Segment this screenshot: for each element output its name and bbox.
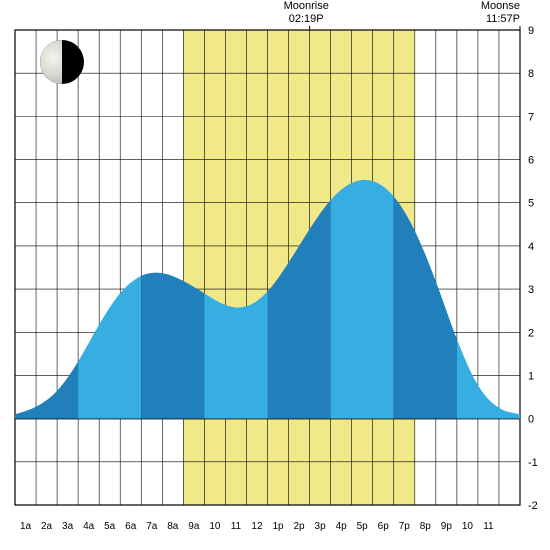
svg-text:8p: 8p: [420, 521, 432, 532]
svg-text:5p: 5p: [357, 521, 369, 532]
svg-text:4p: 4p: [336, 521, 348, 532]
moonset-title: Moonse: [478, 0, 520, 13]
svg-text:9p: 9p: [441, 521, 453, 532]
svg-text:1p: 1p: [272, 521, 284, 532]
svg-text:8: 8: [528, 68, 534, 80]
svg-text:7a: 7a: [146, 521, 158, 532]
moonset-label: Moonse 11:57P: [478, 0, 520, 26]
svg-text:6a: 6a: [125, 521, 137, 532]
svg-text:3p: 3p: [315, 521, 327, 532]
svg-text:2a: 2a: [41, 521, 53, 532]
moonrise-title: Moonrise: [284, 0, 329, 13]
svg-text:10: 10: [462, 521, 474, 532]
moonrise-label: Moonrise 02:19P: [284, 0, 329, 26]
svg-text:-2: -2: [528, 500, 538, 512]
svg-text:11: 11: [483, 521, 494, 532]
moon-phase-icon: [40, 40, 84, 84]
svg-text:2: 2: [528, 327, 534, 339]
moonrise-time: 02:19P: [284, 13, 329, 26]
svg-text:11: 11: [231, 521, 242, 532]
svg-text:9: 9: [528, 25, 534, 37]
svg-text:9a: 9a: [188, 521, 200, 532]
chart-svg: -2-101234567891a2a3a4a5a6a7a8a9a1011121p…: [0, 0, 550, 550]
svg-text:7: 7: [528, 111, 534, 123]
tide-chart: -2-101234567891a2a3a4a5a6a7a8a9a1011121p…: [0, 0, 550, 550]
svg-text:3a: 3a: [62, 521, 74, 532]
svg-text:1: 1: [528, 370, 534, 382]
svg-text:3: 3: [528, 284, 534, 296]
svg-text:5: 5: [528, 198, 534, 210]
svg-text:8a: 8a: [167, 521, 179, 532]
svg-text:10: 10: [209, 521, 221, 532]
svg-text:5a: 5a: [104, 521, 116, 532]
svg-text:6: 6: [528, 155, 534, 167]
svg-text:7p: 7p: [399, 521, 411, 532]
svg-text:12: 12: [251, 521, 263, 532]
svg-text:0: 0: [528, 414, 534, 426]
moonset-time: 11:57P: [478, 13, 520, 26]
svg-text:-1: -1: [528, 457, 538, 469]
svg-text:1a: 1a: [20, 521, 32, 532]
svg-text:6p: 6p: [378, 521, 390, 532]
svg-text:4a: 4a: [83, 521, 95, 532]
svg-text:4: 4: [528, 241, 534, 253]
svg-text:2p: 2p: [294, 521, 306, 532]
